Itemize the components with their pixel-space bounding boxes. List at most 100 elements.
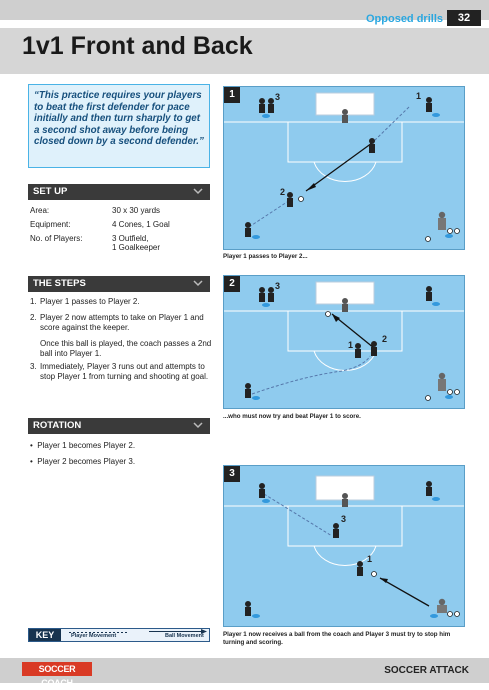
pitch-diagram <box>224 281 464 401</box>
ball-icon <box>371 571 377 577</box>
setup-label: Area: <box>30 206 50 215</box>
player-icon <box>426 286 432 301</box>
key-ball-movement: Ball Movement <box>165 633 204 639</box>
cone-icon <box>252 235 260 239</box>
panel-number: 3 <box>224 466 240 482</box>
step-number: 1. <box>30 297 37 306</box>
panel-caption: Player 1 passes to Player 2... <box>223 253 308 260</box>
setup-value: 3 Outfield, <box>112 234 149 243</box>
ball-icon <box>447 611 453 617</box>
chevron-down-icon <box>193 188 203 195</box>
top-bar <box>0 0 489 20</box>
setup-label: No. of Players: <box>30 234 83 243</box>
rotation-text: Player 2 becomes Player 3. <box>37 457 136 466</box>
player-icon <box>268 98 274 113</box>
key-label: KEY <box>29 629 61 641</box>
cone-icon <box>252 614 260 618</box>
player-label: 1 <box>416 91 422 101</box>
diagram-panel-1: 1 3 1 2 <box>223 86 465 250</box>
player-label: 1 <box>348 340 354 350</box>
diagram-panel-2: 2 3 1 2 <box>223 275 465 409</box>
player-icon <box>355 343 361 358</box>
step-text: Player 1 passes to Player 2. <box>40 297 140 306</box>
rotation-item: • Player 2 becomes Player 3. <box>30 457 136 466</box>
player-icon <box>259 287 265 302</box>
ball-icon <box>454 389 460 395</box>
diagram-panel-3: 3 3 1 <box>223 465 465 627</box>
setup-label: Equipment: <box>30 220 71 229</box>
coach-icon <box>438 211 446 230</box>
pitch-diagram <box>224 92 464 242</box>
player-icon <box>259 483 265 498</box>
ball-icon <box>425 236 431 242</box>
page-number: 32 <box>447 10 481 26</box>
ball-icon <box>447 389 453 395</box>
player-label: 3 <box>341 514 347 524</box>
player-icon <box>245 383 251 398</box>
goalkeeper-icon <box>342 298 348 312</box>
ball-icon <box>454 611 460 617</box>
player-icon <box>268 287 274 302</box>
player-icon <box>245 222 251 237</box>
intro-quote: “This practice requires your players to … <box>28 84 210 168</box>
panel-number: 1 <box>224 87 240 103</box>
setup-value: 30 x 30 yards <box>112 206 161 215</box>
dashed-line-icon <box>69 632 129 633</box>
cone-icon <box>445 395 453 399</box>
rotation-text: Player 1 becomes Player 2. <box>37 441 136 450</box>
player-label: 3 <box>275 92 281 102</box>
player-icon <box>287 192 293 207</box>
brand-name: SOCCER ATTACK <box>384 665 469 676</box>
page-title: 1v1 Front and Back <box>22 32 253 60</box>
cone-icon <box>445 234 453 238</box>
key-legend: KEY Player Movement Ball Movement <box>28 628 210 642</box>
panel-number: 2 <box>224 276 240 292</box>
rotation-header[interactable]: ROTATION <box>28 418 210 434</box>
step-number: 3. <box>30 362 37 371</box>
panel-caption: Player 1 now receives a ball from the co… <box>223 631 451 646</box>
setup-heading: SET UP <box>33 186 68 197</box>
setup-header[interactable]: SET UP <box>28 184 210 200</box>
coach-icon <box>437 598 447 613</box>
setup-value: 4 Cones, 1 Goal <box>112 220 170 229</box>
arrow-line-icon <box>149 629 207 634</box>
coach-icon <box>438 372 446 391</box>
cone-icon <box>432 497 440 501</box>
goalkeeper-icon <box>342 109 348 123</box>
ball-icon <box>425 395 431 401</box>
player-icon <box>426 97 432 112</box>
cone-icon <box>432 302 440 306</box>
player-label: 3 <box>275 281 281 291</box>
steps-header[interactable]: THE STEPS <box>28 276 210 292</box>
ball-icon <box>447 228 453 234</box>
player-icon <box>357 561 363 576</box>
section-title: Opposed drills <box>365 13 443 25</box>
pitch-diagram <box>224 475 464 618</box>
rotation-heading: ROTATION <box>33 420 82 431</box>
chevron-down-icon <box>193 422 203 429</box>
title-bar <box>0 28 489 74</box>
rotation-item: • Player 1 becomes Player 2. <box>30 441 136 450</box>
step-text: Player 2 now attempts to take on Player … <box>40 313 204 332</box>
chevron-down-icon <box>193 280 203 287</box>
step-text: Immediately, Player 3 runs out and attem… <box>40 362 209 381</box>
ball-icon <box>454 228 460 234</box>
player-label: 1 <box>367 554 373 564</box>
soccer-coach-logo: SOCCER COACH <box>22 662 92 688</box>
player-label: 2 <box>382 334 388 344</box>
key-player-movement: Player Movement <box>71 633 117 639</box>
player-icon <box>259 98 265 113</box>
cone-icon <box>252 396 260 400</box>
player-icon <box>333 523 339 538</box>
ball-icon <box>298 196 304 202</box>
cone-icon <box>262 303 270 307</box>
step-number: 2. <box>30 313 37 322</box>
cone-icon <box>430 614 438 618</box>
player-icon <box>245 601 251 616</box>
steps-heading: THE STEPS <box>33 278 86 289</box>
ball-icon <box>325 311 331 317</box>
setup-value: 1 Goalkeeper <box>112 243 161 252</box>
step-text: Once this ball is played, the coach pass… <box>40 339 212 358</box>
player-icon <box>371 341 377 356</box>
cone-icon <box>262 499 270 503</box>
